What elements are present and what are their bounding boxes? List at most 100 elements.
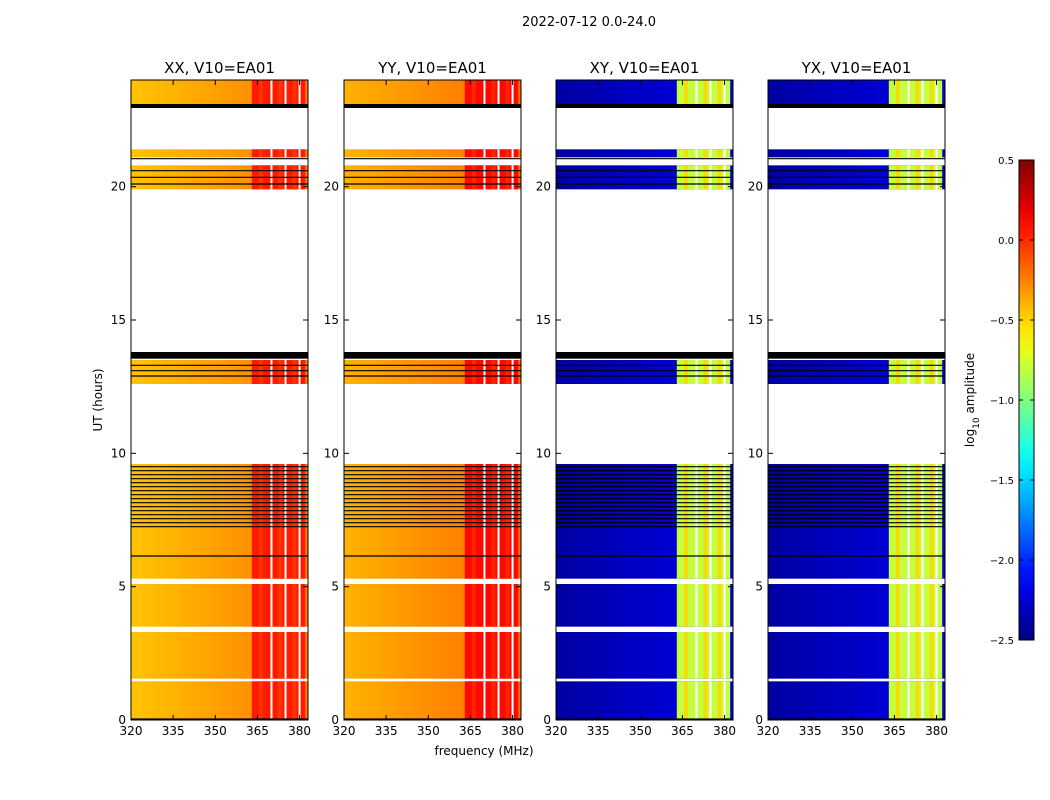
rfi-stripe — [895, 584, 900, 627]
rfi-stripe — [491, 149, 496, 158]
panel-frame — [767, 79, 946, 721]
x-tick-label: 350 — [629, 724, 652, 738]
flagged-block — [768, 352, 945, 359]
rfi-stripe — [505, 514, 510, 579]
panel-title: YX, V10=EA01 — [801, 59, 912, 77]
rfi-stripe — [278, 584, 283, 627]
rfi-stripe — [258, 632, 263, 679]
y-tick-label: 10 — [324, 446, 339, 460]
rfi-stripe — [915, 584, 920, 627]
panel-title: XY, V10=EA01 — [590, 59, 700, 77]
rfi-stripe — [292, 632, 297, 679]
flagged-block — [344, 352, 521, 359]
panel-2: YY, V10=EA01 320 335 350 365 380 0 5 10 15 20 — [324, 59, 524, 738]
rfi-stripe — [491, 584, 496, 627]
x-tick-label: 335 — [375, 724, 398, 738]
rfi-stripe — [929, 632, 934, 679]
rfi-stripe — [278, 464, 283, 515]
rfi-stripe — [915, 149, 920, 158]
y-tick-label: 5 — [755, 580, 763, 594]
x-tick-label: 335 — [162, 724, 185, 738]
rfi-stripe — [258, 80, 263, 104]
panel-4: YX, V10=EA01 320 335 350 365 380 0 5 10 15 20 — [748, 59, 948, 738]
y-tick-label: 20 — [748, 180, 763, 194]
rfi-stripe — [292, 360, 297, 384]
rfi-stripe — [471, 464, 476, 515]
y-tick-label: 0 — [543, 713, 551, 727]
rfi-stripe — [703, 360, 708, 384]
x-tick-label: 335 — [587, 724, 610, 738]
x-tick-label: 380 — [288, 724, 311, 738]
y-axis-label: UT (hours) — [91, 368, 105, 431]
colorbar-tick-label: −2.5 — [990, 636, 1014, 647]
rfi-stripe — [505, 464, 510, 515]
rfi-stripe — [471, 514, 476, 579]
rfi-stripe — [292, 80, 297, 104]
colorbar-tick-label: −1.0 — [990, 396, 1014, 407]
rfi-stripe — [683, 80, 688, 104]
y-tick-label: 5 — [331, 580, 339, 594]
rfi-stripe — [683, 149, 688, 158]
y-tick-label: 20 — [324, 180, 339, 194]
rfi-stripe — [292, 464, 297, 515]
rfi-stripe — [703, 514, 708, 579]
rfi-stripe — [683, 632, 688, 679]
rfi-stripe — [471, 584, 476, 627]
x-tick-label: 380 — [713, 724, 736, 738]
rfi-stripe — [471, 360, 476, 384]
rfi-stripe — [505, 632, 510, 679]
rfi-stripe — [278, 632, 283, 679]
panel-data — [131, 80, 308, 720]
rfi-stripe — [929, 464, 934, 515]
flagged-block — [131, 718, 308, 720]
rfi-stripe — [292, 584, 297, 627]
rfi-stripe — [505, 360, 510, 384]
colorbar-tick-label: 0.5 — [998, 156, 1014, 167]
rfi-stripe — [915, 464, 920, 515]
rfi-stripe — [258, 464, 263, 515]
rfi-stripe — [915, 360, 920, 384]
y-tick-label: 15 — [111, 313, 126, 327]
panel-frame — [555, 79, 734, 721]
x-tick-label: 365 — [671, 724, 694, 738]
rfi-stripe — [491, 360, 496, 384]
x-tick-label: 365 — [459, 724, 482, 738]
y-tick-label: 15 — [536, 313, 551, 327]
flagged-block — [344, 104, 521, 108]
rfi-stripe — [491, 464, 496, 515]
panel-data — [556, 80, 733, 720]
rfi-stripe — [895, 464, 900, 515]
data-block — [344, 149, 521, 158]
rfi-stripe — [278, 681, 283, 720]
x-tick-label: 335 — [799, 724, 822, 738]
data-block — [768, 149, 945, 158]
rfi-stripe — [895, 149, 900, 158]
rfi-stripe — [717, 632, 722, 679]
rfi-stripe — [703, 584, 708, 627]
rfi-stripe — [292, 514, 297, 579]
rfi-stripe — [258, 514, 263, 579]
x-tick-label: 350 — [417, 724, 440, 738]
rfi-stripe — [929, 584, 934, 627]
rfi-stripe — [915, 514, 920, 579]
rfi-stripe — [703, 681, 708, 720]
flagged-block — [768, 718, 945, 720]
x-tick-label: 350 — [841, 724, 864, 738]
panel-1: XX, V10=EA01 320 335 350 365 380 0 5 10 15 20 — [111, 59, 311, 738]
rfi-stripe — [258, 584, 263, 627]
rfi-stripe — [471, 681, 476, 720]
rfi-stripe — [278, 514, 283, 579]
y-tick-label: 0 — [118, 713, 126, 727]
y-tick-label: 5 — [543, 580, 551, 594]
rfi-stripe — [929, 149, 934, 158]
rfi-stripe — [915, 681, 920, 720]
flagged-block — [556, 104, 733, 108]
flagged-block — [768, 104, 945, 108]
rfi-stripe — [929, 80, 934, 104]
y-tick-label: 20 — [111, 180, 126, 194]
rfi-stripe — [717, 584, 722, 627]
colorbar-tick-label: 0.0 — [998, 236, 1014, 247]
panel-3: XY, V10=EA01 320 335 350 365 380 0 5 10 15 20 — [536, 59, 736, 738]
